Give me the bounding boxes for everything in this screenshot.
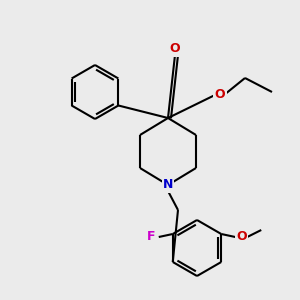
Text: F: F (146, 230, 155, 244)
Text: O: O (215, 88, 225, 101)
Text: O: O (215, 88, 225, 101)
Text: O: O (170, 43, 180, 56)
Text: O: O (236, 230, 247, 244)
Text: N: N (163, 178, 173, 191)
Text: O: O (170, 43, 180, 56)
Text: O: O (236, 230, 247, 244)
Text: F: F (146, 230, 155, 244)
Text: N: N (163, 178, 173, 191)
